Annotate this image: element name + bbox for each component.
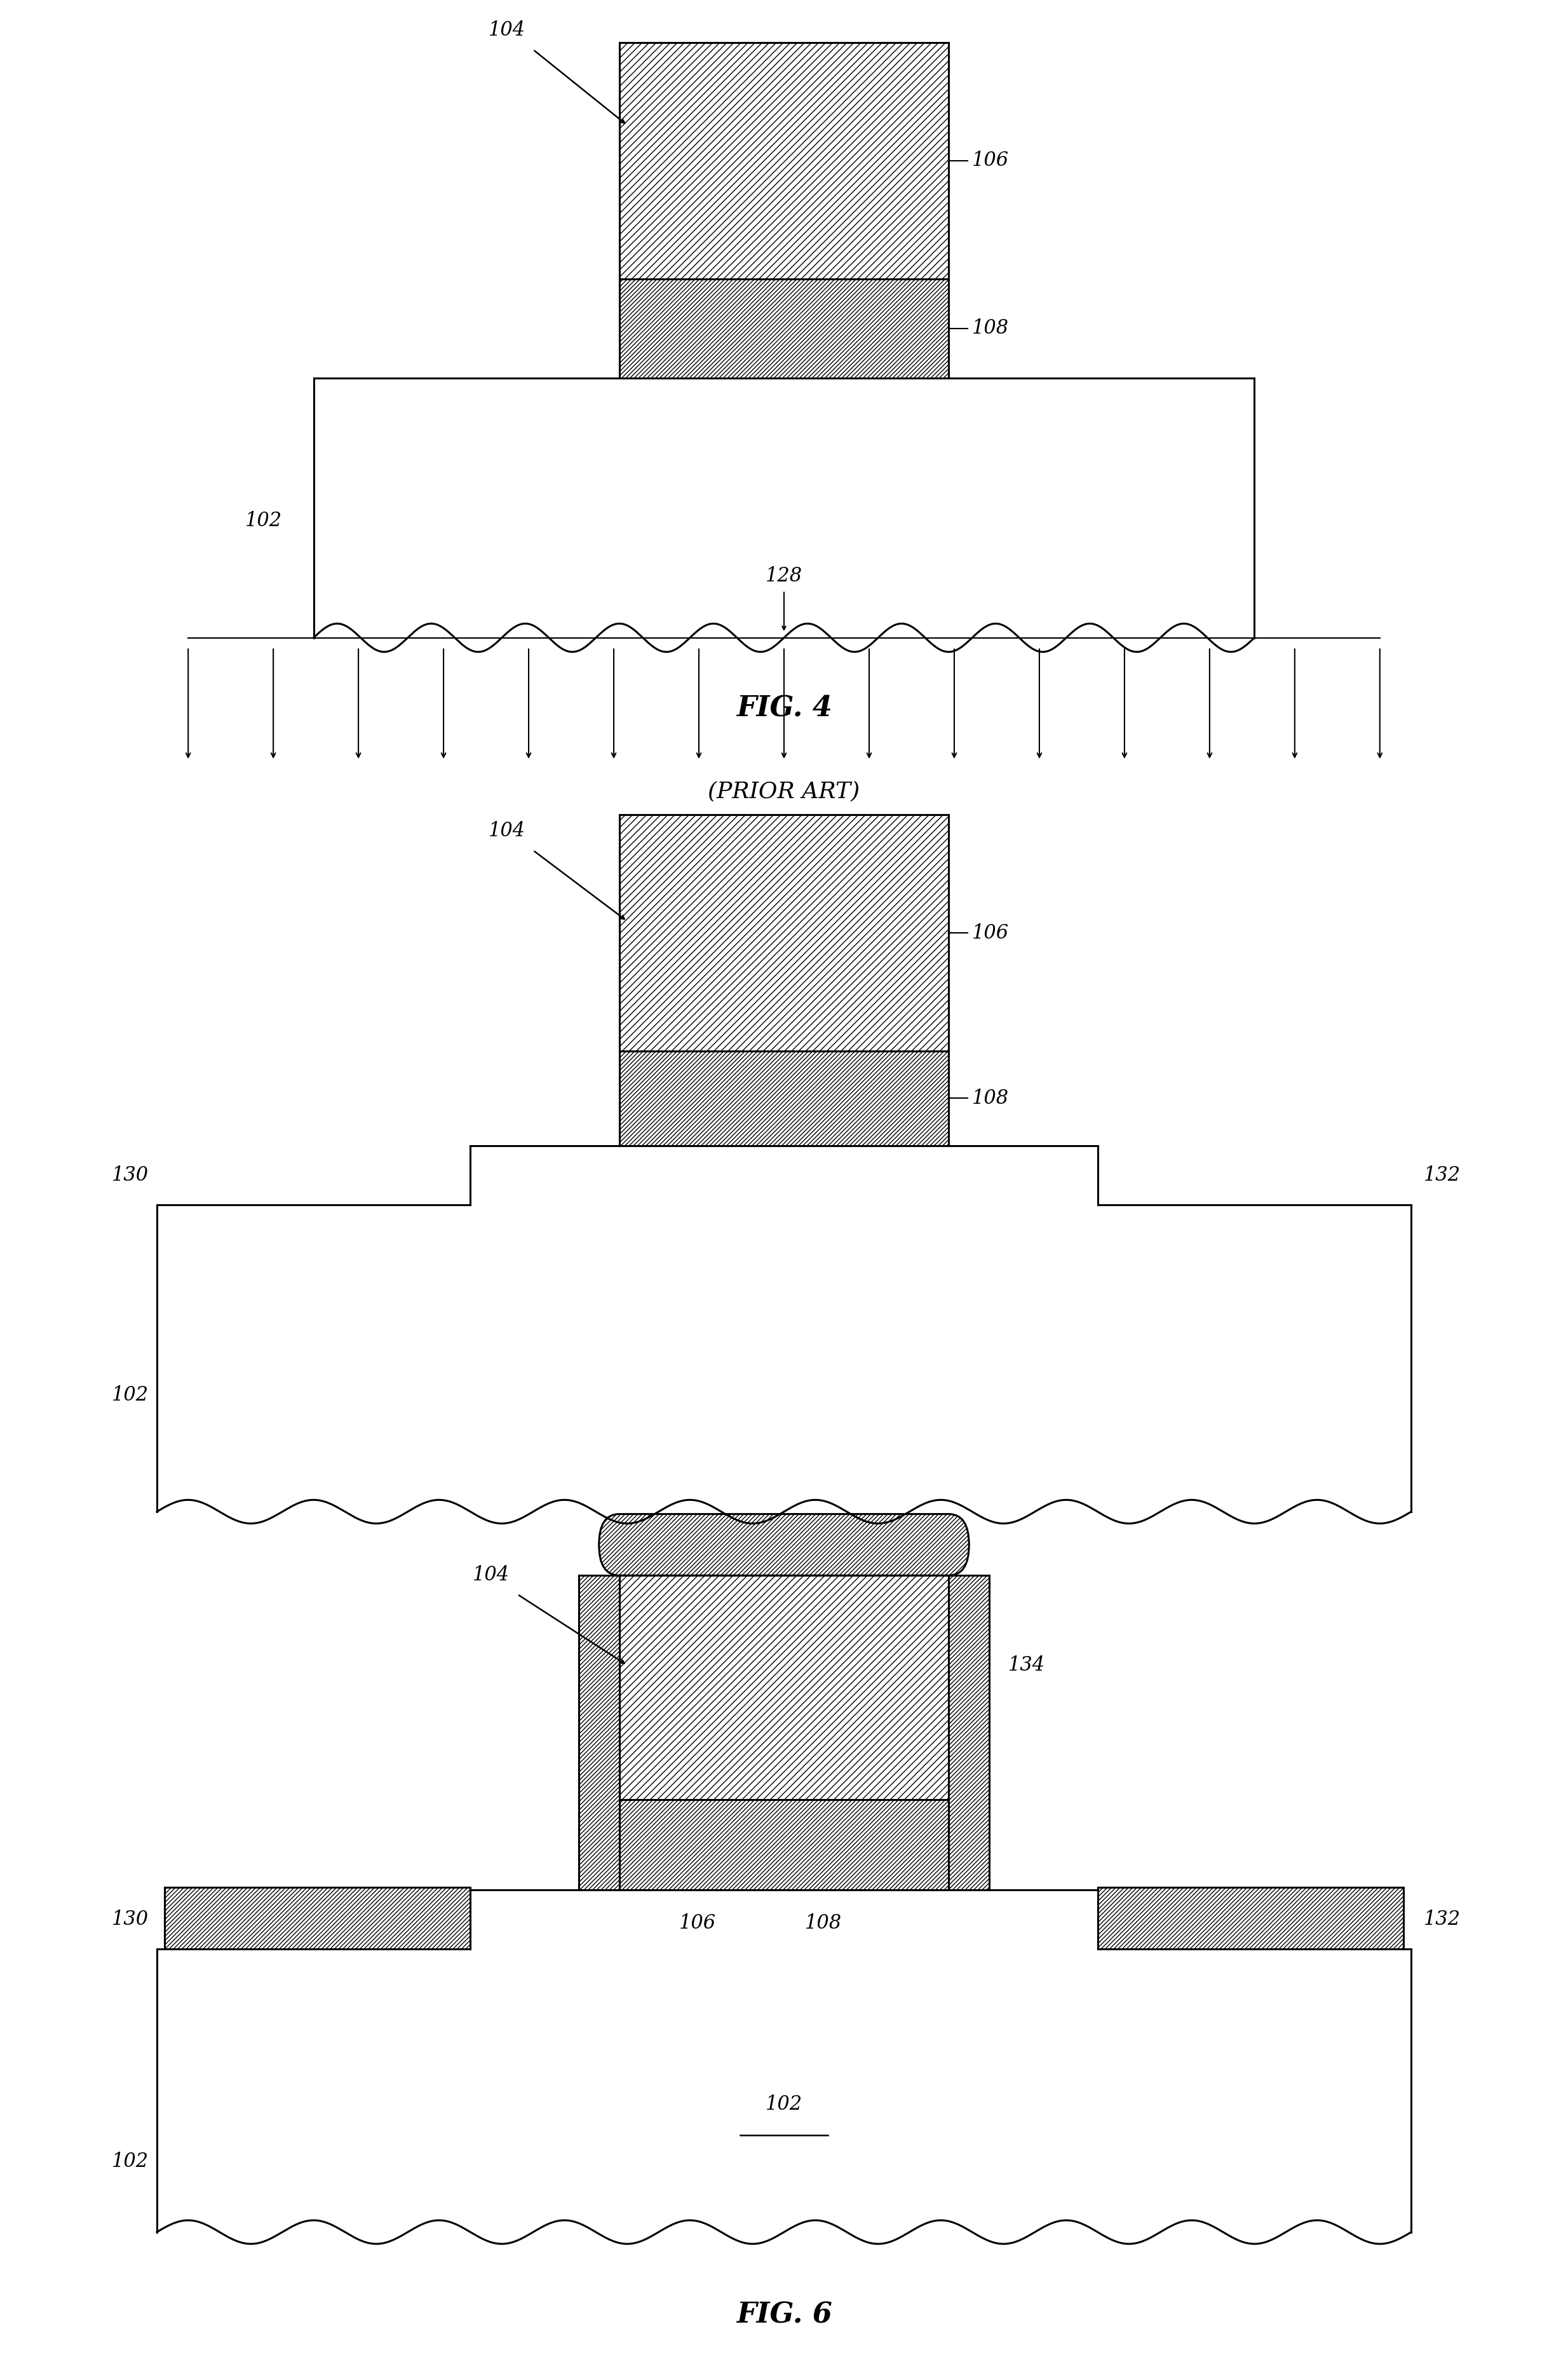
Text: FIG. 5: FIG. 5	[735, 1592, 833, 1620]
Text: (PRIOR ART): (PRIOR ART)	[709, 779, 859, 803]
Bar	[314, 378, 1254, 638]
Text: 128: 128	[765, 567, 803, 586]
Text: 106: 106	[679, 1913, 717, 1932]
Bar	[157, 1205, 1411, 1512]
Text: 108: 108	[972, 1089, 1010, 1108]
Bar	[157, 1949, 1411, 2232]
Text: 134: 134	[1008, 1656, 1046, 1675]
Bar	[1098, 1887, 1403, 1949]
Bar	[619, 279, 949, 378]
Bar	[619, 1051, 949, 1146]
Text: 108: 108	[972, 319, 1010, 338]
Text: 104: 104	[488, 822, 525, 841]
Bar	[579, 1575, 619, 1890]
Bar	[619, 1800, 949, 1890]
Text: 104: 104	[472, 1566, 510, 1585]
Text: FIG. 4: FIG. 4	[735, 694, 833, 723]
Bar	[619, 815, 949, 1051]
Bar	[619, 1575, 949, 1800]
Text: 102: 102	[111, 2152, 149, 2171]
Text: 130: 130	[111, 1164, 149, 1186]
Text: 106: 106	[972, 151, 1010, 170]
Bar	[949, 1575, 989, 1890]
FancyBboxPatch shape	[599, 1514, 969, 1575]
Text: 130: 130	[111, 1908, 149, 1930]
Text: 102: 102	[765, 2095, 803, 2114]
Text: FIG. 6: FIG. 6	[735, 2301, 833, 2329]
Text: 108: 108	[804, 1913, 842, 1932]
Text: 132: 132	[1424, 1908, 1461, 1930]
Bar	[619, 43, 949, 279]
Text: 106: 106	[972, 924, 1010, 942]
Bar	[165, 1887, 470, 1949]
Text: 102: 102	[111, 1384, 149, 1405]
Text: 132: 132	[1424, 1164, 1461, 1186]
Text: 104: 104	[488, 21, 525, 40]
Text: (PRIOR ART): (PRIOR ART)	[709, 1677, 859, 1701]
Text: 102: 102	[245, 510, 282, 531]
